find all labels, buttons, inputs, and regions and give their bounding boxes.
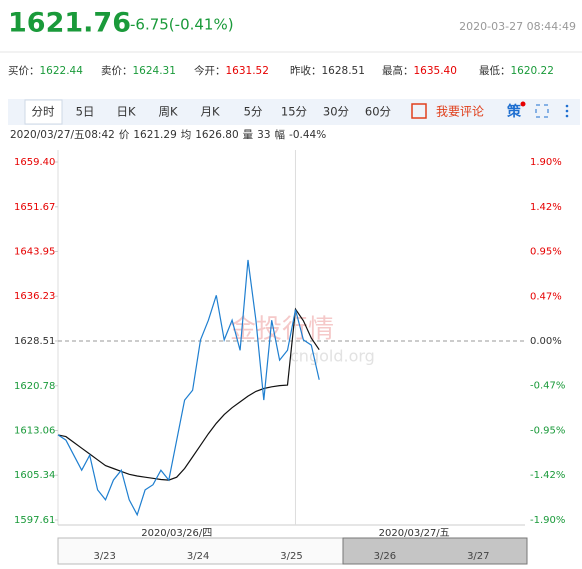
y-tick-label: 1613.06: [14, 425, 55, 436]
stat-value: 1624.31: [133, 65, 176, 77]
y2-tick-label: 0.47%: [530, 292, 562, 303]
stat-label: 今开：: [194, 64, 226, 77]
tab[interactable]: 60分: [365, 105, 392, 119]
y-tick-label: 1651.67: [14, 202, 55, 213]
y-tick-label: 1628.51: [14, 336, 55, 347]
info-vol-label: 量: [243, 129, 254, 141]
y2-tick-label: -1.42%: [530, 470, 565, 481]
info-avg-label: 均: [181, 129, 192, 141]
tab[interactable]: 30分: [323, 105, 350, 119]
tab[interactable]: 15分: [281, 105, 308, 119]
info-price-label: 价: [119, 129, 130, 141]
series-line: [57, 307, 320, 481]
tab[interactable]: 5日: [76, 105, 95, 119]
tab[interactable]: 月K: [200, 105, 219, 119]
y2-tick-label: 1.42%: [530, 202, 562, 213]
navigator-label: 3/24: [187, 551, 209, 562]
x-tick-label: 2020/03/26/四: [141, 528, 212, 539]
info-range-label: 幅: [275, 128, 286, 141]
stat-label: 最低：: [479, 64, 511, 77]
navigator-window: [342, 537, 528, 565]
y-tick-label: 1620.78: [14, 381, 55, 392]
x-tick-label: 2020/03/27/五: [379, 528, 450, 539]
stat-value: 1631.52: [226, 65, 269, 77]
y2-tick-label: -0.47%: [530, 380, 565, 391]
comment-icon[interactable]: [411, 103, 427, 119]
y-tick-label: 1636.23: [14, 291, 55, 302]
y2-tick-label: 0.95%: [530, 247, 562, 258]
tab-active-bg: [24, 99, 63, 125]
info-range: -0.44%: [289, 129, 326, 141]
info-vol: 33: [257, 129, 270, 141]
stat-value: 1628.51: [322, 65, 365, 77]
y-tick-label: 1659.40: [14, 157, 55, 168]
y2-tick-label: -0.95%: [530, 426, 565, 437]
last-price: 1621.76: [8, 8, 131, 39]
watermark-site: cngold.org: [290, 347, 375, 366]
stat: 最高：1635.40: [382, 64, 457, 77]
quote-time: 2020-03-27 08:44:49: [459, 20, 576, 33]
strategy-button[interactable]: 策: [506, 103, 522, 120]
more-icon[interactable]: [565, 104, 569, 118]
stat-label: 买价：: [8, 65, 40, 77]
comment-button[interactable]: 我要评论: [436, 105, 484, 119]
info-avg: 1626.80: [195, 129, 238, 141]
series-line: [57, 259, 320, 517]
y-tick-label: 1597.61: [14, 515, 55, 526]
tab[interactable]: 周K: [158, 105, 177, 119]
stat: 昨收：1628.51: [290, 64, 365, 77]
stat-value: 1622.44: [40, 65, 84, 77]
info-line: 2020/03/27/五08:42 价 1621.29 均 1626.80 量 33 幅 -0.…: [10, 128, 326, 141]
tab-bar: [8, 99, 580, 125]
tab[interactable]: 分时: [32, 105, 55, 119]
stat-label: 最高：: [382, 64, 414, 77]
navigator-label: 3/26: [374, 551, 396, 562]
navigator-label: 3/27: [467, 551, 489, 562]
stat: 买价：1622.44: [8, 65, 83, 77]
watermark-brand: 金投行情: [230, 315, 334, 345]
y-tick-label: 1643.95: [14, 247, 55, 258]
stat-label: 卖价：: [101, 65, 133, 77]
stat: 今开：1631.52: [194, 64, 269, 77]
y-tick-label: 1605.34: [14, 470, 55, 481]
price-change: -6.75(-0.41%): [130, 16, 234, 34]
y2-tick-label: 0.00%: [530, 336, 562, 347]
stat-value: 1620.22: [511, 65, 554, 77]
stat: 卖价：1624.31: [101, 65, 176, 77]
stat-label: 昨收：: [290, 64, 322, 77]
stat: 最低：1620.22: [479, 64, 554, 77]
navigator-label: 3/23: [93, 551, 115, 562]
badge-dot: [520, 101, 526, 107]
stat-value: 1635.40: [414, 65, 457, 77]
info-time: 2020/03/27/五08:42: [10, 129, 115, 141]
y2-tick-label: -1.90%: [530, 515, 565, 526]
fullscreen-icon[interactable]: [535, 104, 549, 118]
info-price: 1621.29: [133, 129, 176, 141]
navigator-label: 3/25: [280, 551, 302, 562]
tab[interactable]: 5分: [244, 105, 263, 119]
y2-tick-label: 1.90%: [530, 157, 562, 168]
tab[interactable]: 日K: [116, 105, 135, 119]
